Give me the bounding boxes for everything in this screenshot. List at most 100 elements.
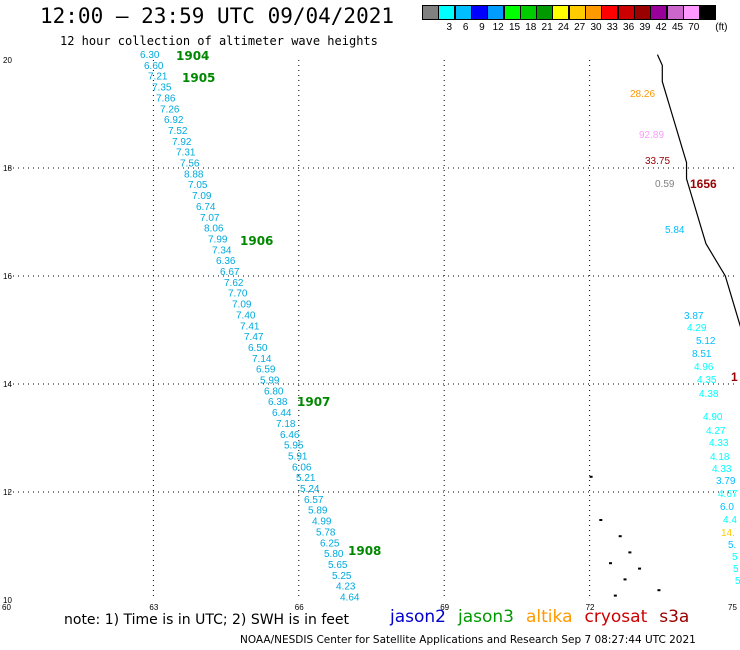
legend-unit: (ft)	[715, 22, 728, 33]
legend-label: 24	[557, 22, 569, 33]
track-value: 7.09	[232, 300, 252, 311]
satellite-legend: jason2 jason3 altika cryosat s3a	[390, 607, 701, 627]
latitude-label: 12	[3, 488, 12, 497]
track-value: 5.91	[288, 451, 308, 462]
track-value: 6.67	[220, 267, 240, 278]
coastline	[589, 54, 740, 597]
island	[628, 551, 632, 554]
satellite-label-jason3: jason3	[458, 607, 514, 627]
satellite-label-altika: altika	[526, 607, 573, 627]
axis-labels: 60 63 66 69 72 75 20 18 16 14 12 10	[2, 56, 737, 612]
track-value: 5.84	[665, 225, 685, 236]
island	[618, 535, 622, 538]
legend-label: 70	[688, 22, 700, 33]
track-value: 0.59	[655, 179, 675, 190]
longitude-label: 72	[586, 603, 595, 612]
island	[608, 562, 612, 565]
track-value: 5.99	[260, 376, 280, 387]
time-mark: 1904	[176, 49, 209, 63]
latitude-label: 10	[3, 596, 12, 605]
track-value: 6.38	[268, 397, 288, 408]
track-value: 7.62	[224, 278, 244, 289]
longitude-label: 75	[728, 603, 737, 612]
island	[589, 475, 593, 478]
track-value: 7.86	[156, 93, 176, 104]
track-value: 4.38	[699, 389, 719, 400]
longitude-label: 63	[149, 603, 158, 612]
latitude-label: 20	[3, 56, 12, 65]
legend-label: 45	[671, 22, 684, 33]
track-value: 6.80	[264, 386, 284, 397]
track-value: 4.18	[710, 452, 730, 463]
track-value: 5	[735, 576, 740, 587]
longitude-label: 60	[2, 603, 11, 612]
track-value: 5.	[728, 540, 736, 551]
track-value: 5.80	[324, 549, 344, 560]
track-value: 7.41	[240, 321, 260, 332]
track-value: 6.46	[280, 430, 300, 441]
track-value: 8.06	[204, 224, 224, 235]
track-value: 7.14	[252, 354, 272, 365]
latitude-label: 16	[3, 272, 12, 281]
legend-label: 33	[606, 22, 618, 33]
track-value: 4.35	[697, 375, 717, 386]
coastal-track-values: 28.26 92.89 33.75 0.59 1656 5.84 3.874.29 5.12 8…	[630, 89, 740, 587]
track-value: 4.67	[718, 489, 738, 500]
track-value: 6.57	[304, 495, 324, 506]
track-value: 5.78	[316, 527, 336, 538]
time-mark: 1908	[348, 544, 381, 558]
island	[623, 578, 627, 581]
track-value: 3.87	[684, 311, 704, 322]
track-value: 5.21	[296, 473, 316, 484]
track-value: 92.89	[639, 130, 664, 141]
graticule	[8, 60, 735, 600]
map-subtitle: 12 hour collection of altimeter wave hei…	[60, 34, 378, 48]
track-value: 3.79	[716, 476, 736, 487]
legend-label: 39	[639, 22, 651, 33]
track-value: 6.06	[292, 462, 312, 473]
footnote: note: 1) Time is in UTC; 2) SWH is in fe…	[64, 612, 350, 628]
time-mark: 1906	[240, 234, 273, 248]
track-value: 4.90	[703, 412, 723, 423]
track-value: 7.34	[212, 245, 232, 256]
track-value: 33.75	[645, 156, 670, 167]
track-value: 6.36	[216, 256, 236, 267]
time-mark: 1905	[182, 71, 215, 85]
satellite-label-s3a: s3a	[659, 607, 690, 627]
track-value: 8.51	[692, 349, 712, 360]
track-value: 5	[732, 552, 738, 563]
track-value: 6.60	[144, 61, 164, 72]
track-value: 14.	[721, 528, 735, 539]
legend-label: 12	[492, 22, 504, 33]
track-value: 5.89	[308, 506, 328, 517]
track-value: 6.0	[720, 502, 734, 513]
track-value: 4.23	[336, 582, 356, 593]
legend-label: 18	[525, 22, 537, 33]
track-value: 4.33	[709, 438, 729, 449]
track-value: 7.31	[176, 148, 196, 159]
legend-label: 3	[446, 22, 453, 33]
satellite-label-jason2: jason2	[390, 607, 446, 627]
longitude-label: 69	[440, 603, 449, 612]
track-value: 5.95	[284, 441, 304, 452]
track-value: 5.65	[328, 560, 348, 571]
track-value: 7.99	[208, 234, 228, 245]
track-value: 7.07	[200, 213, 220, 224]
track-value: 4.4	[723, 515, 737, 526]
track-value: 6.30	[140, 50, 160, 61]
island	[657, 589, 661, 592]
track-value: 5.24	[300, 484, 320, 495]
track-value: 7.56	[180, 159, 200, 170]
track-value: 7.92	[172, 137, 192, 148]
latitude-label: 14	[3, 380, 12, 389]
track-value: 4.27	[706, 426, 726, 437]
legend-label: 27	[574, 22, 586, 33]
map-title: 12:00 – 23:59 UTC 09/04/2021	[40, 4, 395, 28]
track-value: 5.25	[332, 571, 352, 582]
legend-swatch	[699, 5, 717, 20]
legend-label: 36	[623, 22, 635, 33]
track-value: 6.74	[196, 202, 216, 213]
island	[613, 594, 617, 597]
longitude-label: 66	[295, 603, 304, 612]
